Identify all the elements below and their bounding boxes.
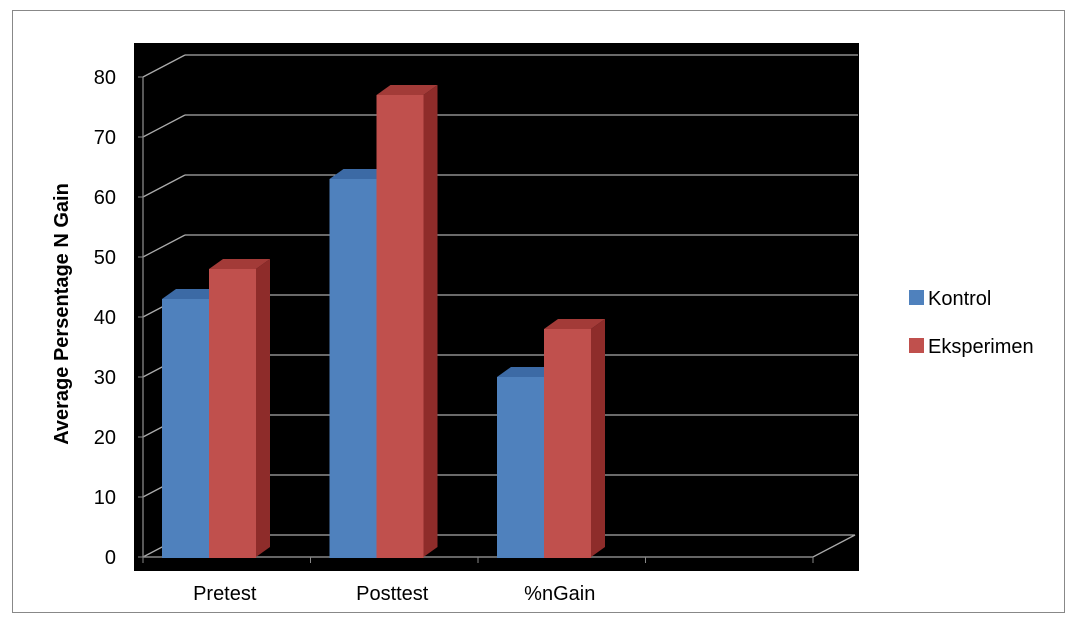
- legend-label-eksperimen: Eksperimen: [928, 336, 1034, 358]
- y-tick-label: 80: [94, 67, 116, 89]
- bar-front: [329, 179, 377, 558]
- gridline-wall: [142, 234, 186, 258]
- y-axis-title: Average Persentage N Gain: [51, 183, 73, 445]
- y-tick-label: 60: [94, 187, 116, 209]
- bar-eksperimen-%nGain: [544, 319, 605, 558]
- x-tick-label: Pretest: [193, 583, 257, 605]
- bar-front: [209, 269, 256, 558]
- bar-front: [376, 95, 424, 558]
- gridline-wall: [142, 114, 186, 138]
- y-tick-label: 0: [105, 547, 116, 569]
- y-tick-labels: 0 10 20 30 40 50 60 70 80: [94, 67, 116, 569]
- x-tick-label: Posttest: [356, 583, 429, 605]
- y-tick-label: 20: [94, 427, 116, 449]
- bar-front: [544, 329, 591, 558]
- bar-top: [209, 259, 270, 269]
- legend-swatch-eksperimen: [909, 338, 924, 353]
- bar-top: [376, 85, 438, 95]
- legend: Kontrol Eksperimen: [909, 288, 1034, 358]
- y-tick-label: 70: [94, 127, 116, 149]
- bar-top: [544, 319, 605, 329]
- x-tick-label: %nGain: [524, 583, 595, 605]
- bar-front: [162, 299, 209, 558]
- bar-eksperimen-Pretest: [209, 259, 270, 558]
- bar-top: [497, 367, 558, 377]
- legend-swatch-kontrol: [909, 290, 924, 305]
- x-tick-labels: Pretest Posttest %nGain: [193, 583, 595, 605]
- y-tick-label: 30: [94, 367, 116, 389]
- bar-eksperimen-Posttest: [376, 85, 438, 558]
- legend-label-kontrol: Kontrol: [928, 288, 991, 310]
- gridline-wall: [142, 54, 186, 78]
- bar-front: [497, 377, 544, 558]
- bar-side: [423, 85, 438, 557]
- y-tick-label: 10: [94, 487, 116, 509]
- bar-top: [329, 169, 391, 179]
- gridline-wall: [142, 174, 186, 198]
- bar-top: [162, 289, 223, 299]
- y-tick-label: 50: [94, 247, 116, 269]
- bar-side: [591, 319, 605, 557]
- bars: [162, 85, 605, 558]
- y-tick-label: 40: [94, 307, 116, 329]
- bar-side: [256, 259, 270, 557]
